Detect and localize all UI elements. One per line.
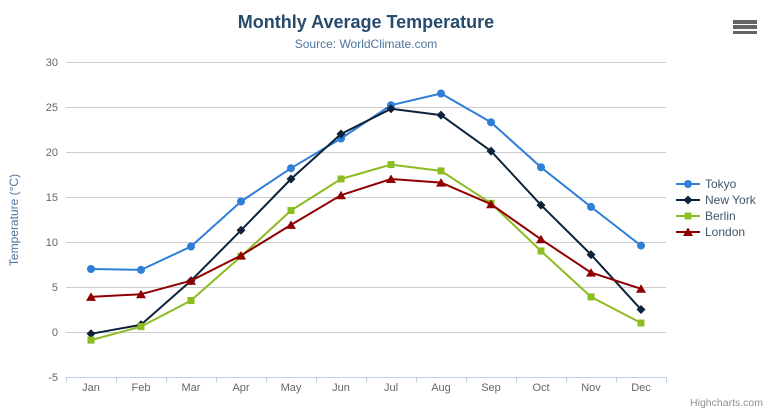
x-axis-tick-label: Apr — [232, 382, 249, 394]
series-marker-berlin[interactable] — [537, 247, 545, 255]
series-marker-london[interactable] — [236, 251, 246, 260]
series-marker-tokyo[interactable] — [437, 89, 445, 98]
legend-label-london: London — [705, 225, 746, 239]
series-marker-new-york[interactable] — [636, 305, 646, 314]
series-line-london — [90, 178, 642, 298]
series-marker-tokyo[interactable] — [187, 242, 195, 251]
series-marker-new-york[interactable] — [86, 329, 96, 339]
x-axis-tick-label: Mar — [182, 382, 201, 394]
series-marker-london[interactable] — [136, 289, 146, 299]
chart-subtitle: Source: WorldClimate.com — [294, 37, 438, 51]
series-marker-london[interactable] — [436, 178, 446, 187]
series-marker-tokyo[interactable] — [587, 202, 595, 211]
series-marker-london[interactable] — [336, 190, 346, 200]
series-marker-new-york[interactable] — [486, 146, 496, 156]
series-marker-new-york[interactable] — [386, 104, 396, 114]
series-marker-london[interactable] — [86, 292, 96, 301]
series-marker-berlin[interactable] — [137, 323, 145, 331]
legend-label-new-york: New York — [705, 193, 756, 207]
y-axis-tick-label: 0 — [52, 327, 58, 339]
series-marker-london[interactable] — [286, 220, 296, 229]
menu-bar — [733, 30, 757, 34]
series-marker-berlin[interactable] — [337, 175, 345, 183]
series-marker-london[interactable] — [186, 276, 196, 285]
x-axis-tick-label: Jun — [332, 382, 350, 394]
series-marker-london[interactable] — [386, 174, 396, 184]
y-axis-tick-label: 20 — [46, 147, 58, 159]
x-axis-tick-label: Aug — [431, 382, 451, 394]
y-axis-tick-label: 5 — [52, 282, 58, 294]
series-marker-berlin[interactable] — [637, 319, 645, 327]
y-axis-tick-label: 25 — [46, 102, 58, 114]
series-marker-berlin[interactable] — [87, 336, 95, 344]
legend-label-tokyo: Tokyo — [705, 177, 737, 191]
series-marker-berlin[interactable] — [287, 207, 295, 214]
x-axis-tick-label: Feb — [132, 382, 151, 394]
legend-item-berlin[interactable]: Berlin — [676, 209, 756, 223]
series-marker-tokyo[interactable] — [637, 241, 645, 250]
series-marker-london[interactable] — [486, 199, 496, 209]
x-axis-tick-label: Dec — [631, 382, 651, 394]
series-marker-london — [683, 227, 693, 236]
y-axis-title: Temperature (°C) — [7, 173, 21, 267]
y-axis-tick-label: 10 — [46, 237, 58, 249]
legend-symbol-tokyo — [676, 180, 700, 188]
menu-bar — [733, 20, 757, 24]
series-line-tokyo — [90, 92, 642, 271]
x-axis-tick-label: Jan — [82, 382, 100, 394]
y-axis-tick-label: 15 — [46, 192, 58, 204]
legend-symbol-london — [676, 227, 700, 236]
series-marker-new-york[interactable] — [236, 225, 246, 235]
x-axis-tick-label: Nov — [581, 382, 601, 394]
series-marker-tokyo[interactable] — [137, 265, 145, 274]
legend: Tokyo New York Berlin London — [676, 177, 756, 239]
y-axis-tick-label: 30 — [46, 57, 58, 69]
x-axis-tick-label: May — [281, 382, 302, 394]
series-marker-new-york[interactable] — [436, 110, 446, 120]
series-marker-berlin[interactable] — [187, 297, 195, 304]
series-marker-tokyo — [684, 180, 692, 188]
series-marker-london[interactable] — [586, 268, 596, 277]
legend-item-tokyo[interactable]: Tokyo — [676, 177, 756, 191]
series-line-berlin — [90, 163, 642, 342]
legend-symbol-berlin — [676, 212, 700, 220]
hamburger-menu-icon[interactable] — [733, 20, 757, 34]
legend-label-berlin: Berlin — [705, 209, 736, 223]
series-marker-london[interactable] — [536, 234, 546, 244]
series-line-new-york — [90, 107, 642, 335]
series-marker-tokyo[interactable] — [237, 197, 245, 206]
x-axis-tick-label: Jul — [384, 382, 398, 394]
series-marker-berlin — [684, 212, 692, 220]
highcharts-credit-link[interactable]: Highcharts.com — [690, 397, 763, 409]
series-marker-new-york — [683, 195, 693, 205]
menu-bar — [733, 25, 757, 29]
series-marker-new-york[interactable] — [286, 174, 296, 184]
x-axis-tick-label: Oct — [532, 382, 549, 394]
legend-symbol-new-york — [676, 195, 700, 205]
series-marker-new-york[interactable] — [536, 200, 546, 210]
x-axis-tick-label: Sep — [481, 382, 501, 394]
y-axis-tick-label: -5 — [48, 372, 58, 384]
series-marker-tokyo[interactable] — [537, 163, 545, 172]
series-marker-berlin[interactable] — [387, 161, 395, 169]
series-marker-london[interactable] — [636, 284, 646, 293]
series-marker-tokyo[interactable] — [287, 164, 295, 173]
chart-title: Monthly Average Temperature — [237, 12, 495, 32]
legend-item-new-york[interactable]: New York — [676, 193, 756, 207]
series-marker-berlin[interactable] — [437, 167, 445, 175]
series-marker-berlin[interactable] — [587, 293, 595, 301]
series-marker-tokyo[interactable] — [487, 118, 495, 127]
series-marker-tokyo[interactable] — [87, 265, 95, 273]
series-marker-new-york[interactable] — [336, 129, 346, 139]
legend-item-london[interactable]: London — [676, 225, 756, 239]
series-marker-new-york[interactable] — [586, 250, 596, 260]
